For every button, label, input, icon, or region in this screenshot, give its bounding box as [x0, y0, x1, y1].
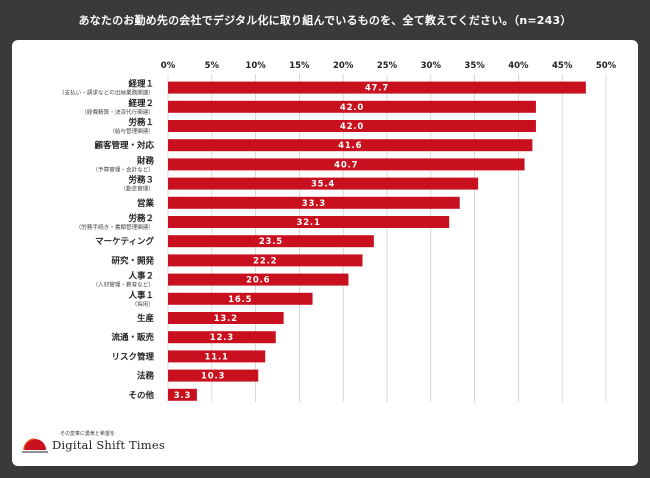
bar [168, 158, 525, 171]
bar-value-label: 41.6 [338, 141, 362, 151]
bar-value-label: 35.4 [311, 180, 335, 190]
bar-value-label: 33.3 [302, 199, 326, 209]
category-label: 研究・開発 [111, 255, 154, 266]
category-sublabel: （給与管理関連） [109, 127, 154, 135]
category-sublabel: （経費精算・決済代行関連） [81, 108, 154, 116]
category-label: 労務２ [128, 213, 154, 224]
bar-value-label: 13.2 [214, 314, 238, 324]
bar-value-label: 20.6 [246, 276, 270, 286]
brand-logo: その変革に勇気と希望を Digital Shift Times [22, 430, 182, 460]
bar [168, 235, 374, 248]
category-label: 顧客管理・対応 [94, 140, 154, 151]
bar [168, 196, 460, 209]
bar-value-label: 12.3 [210, 333, 234, 343]
category-label: マーケティング [95, 236, 154, 247]
x-tick-label: 30% [421, 61, 442, 71]
category-label: 財務 [136, 155, 155, 166]
category-sublabel: （人材管理・教育など） [92, 281, 154, 289]
chart-title: あなたのお勤め先の会社でデジタル化に取り組んでいるものを、全て教えてください。（… [78, 14, 572, 27]
category-sublabel: （採用） [132, 300, 154, 308]
category-label: 営業 [137, 198, 155, 209]
bar-value-label: 3.3 [174, 391, 191, 401]
category-label: 生産 [137, 313, 155, 324]
category-label: 流通・販売 [111, 332, 154, 343]
bar-value-label: 32.1 [297, 218, 321, 228]
category-label: 人事１ [128, 290, 154, 301]
bar-value-label: 22.2 [253, 256, 277, 266]
category-label: 経理１ [128, 79, 154, 90]
bar-value-label: 40.7 [334, 160, 358, 170]
x-tick-label: 5% [205, 61, 220, 71]
x-tick-label: 45% [552, 61, 573, 71]
x-tick-label: 0% [161, 61, 176, 71]
bar [168, 216, 450, 228]
category-sublabel: （予算管理・会計など） [92, 165, 154, 173]
bar [168, 273, 349, 286]
x-tick-label: 20% [333, 61, 354, 71]
category-sublabel: （支払い・請求などの出納業務関連） [59, 89, 154, 97]
sun-logo-icon [22, 438, 48, 453]
category-label: 経理２ [128, 98, 154, 109]
bar-value-label: 11.1 [205, 352, 229, 362]
category-label: その他 [128, 390, 154, 401]
bar [168, 331, 276, 344]
bar [168, 177, 479, 190]
bar [168, 120, 536, 132]
bar [168, 312, 284, 324]
bar [168, 81, 586, 94]
bar-value-label: 16.5 [228, 295, 252, 305]
bar [168, 388, 197, 401]
bar [168, 369, 259, 382]
category-label: 人事２ [128, 271, 154, 282]
brand-name: Digital Shift Times [52, 438, 166, 452]
x-tick-label: 50% [596, 61, 617, 71]
bar [168, 139, 533, 152]
x-tick-label: 10% [245, 61, 266, 71]
category-sublabel: （勤怠管理） [120, 185, 154, 193]
chart-card: 0% 5% 10% 15% 20% 25% 30% 35% 40% 45% 50% 47.7 経理１ （支… [12, 40, 638, 466]
bar-value-label: 42.0 [340, 103, 364, 113]
category-label: リスク管理 [111, 351, 154, 362]
bar [168, 292, 313, 305]
category-label: 労務３ [128, 175, 154, 186]
brand-tagline: その変革に勇気と希望を [60, 431, 116, 437]
bar-value-label: 23.5 [259, 237, 283, 247]
x-tick-label: 40% [508, 61, 529, 71]
category-label: 労務１ [128, 117, 154, 128]
x-tick-label: 35% [464, 61, 485, 71]
bar-value-label: 47.7 [365, 84, 389, 94]
bar-chart: 0% 5% 10% 15% 20% 25% 30% 35% 40% 45% 50% 47.7 経理１（支… [59, 61, 617, 403]
bar [168, 350, 266, 363]
bar [168, 100, 536, 113]
x-tick-label: 15% [289, 61, 310, 71]
bar-value-label: 42.0 [340, 122, 364, 132]
x-tick-label: 25% [377, 61, 398, 71]
category-sublabel: （労務手続き・書類管理関連） [76, 223, 154, 231]
bar-value-label: 10.3 [201, 372, 225, 382]
category-label: 法務 [137, 371, 155, 382]
bar [168, 254, 363, 267]
